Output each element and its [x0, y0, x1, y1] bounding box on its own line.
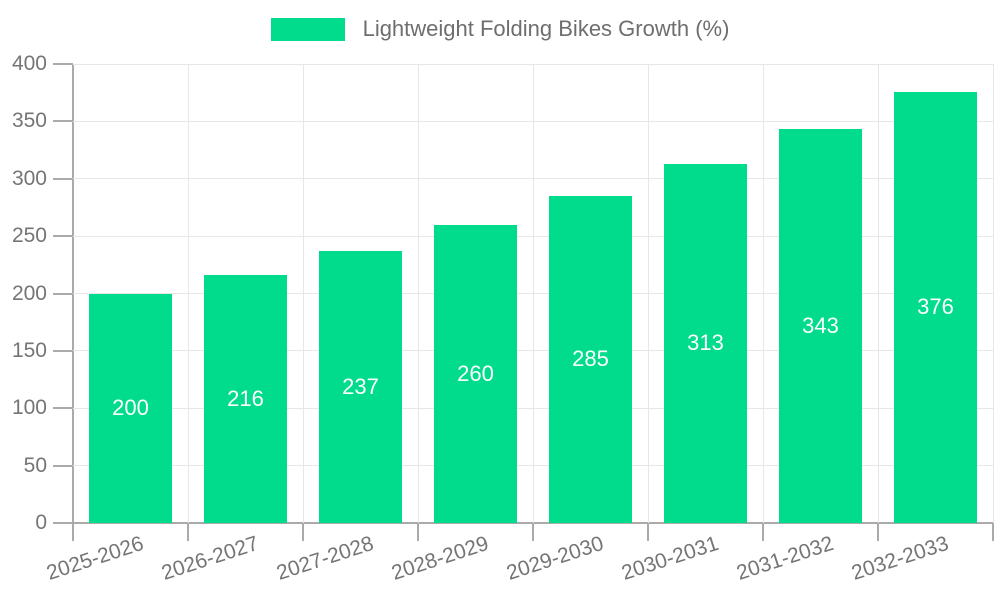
- x-tick: [877, 523, 879, 541]
- y-tick: [53, 522, 73, 524]
- v-gridline: [532, 64, 534, 523]
- bar[interactable]: [434, 224, 517, 523]
- y-tick-label: 50: [23, 453, 47, 477]
- v-gridline: [992, 64, 994, 523]
- bar[interactable]: [779, 129, 862, 523]
- v-gridline: [762, 64, 764, 523]
- y-tick: [53, 63, 73, 65]
- v-gridline: [302, 64, 304, 523]
- v-gridline: [647, 64, 649, 523]
- y-tick: [53, 407, 73, 410]
- legend-label: Lightweight Folding Bikes Growth (%): [362, 16, 730, 41]
- bar-value-label: 260: [457, 360, 494, 386]
- y-tick-label: 300: [11, 166, 47, 190]
- v-gridline: [187, 64, 189, 523]
- y-tick-label: 400: [11, 52, 47, 75]
- y-tick: [53, 292, 73, 295]
- bar[interactable]: [204, 275, 287, 523]
- y-tick-label: 250: [11, 224, 47, 248]
- x-tick: [532, 523, 534, 541]
- x-tick: [302, 523, 304, 541]
- y-tick: [53, 177, 73, 180]
- x-axis-line: [53, 522, 993, 524]
- x-tick: [647, 523, 649, 541]
- x-tick: [992, 523, 994, 541]
- bar-value-label: 200: [112, 395, 149, 421]
- bar-value-label: 237: [342, 374, 379, 400]
- y-tick-label: 150: [11, 338, 47, 362]
- bar-value-label: 285: [572, 346, 609, 372]
- legend-swatch: [270, 17, 345, 41]
- bar[interactable]: [319, 251, 402, 523]
- bar-value-label: 216: [227, 386, 264, 412]
- y-tick-label: 100: [11, 396, 47, 420]
- v-gridline: [417, 64, 419, 523]
- x-tick: [187, 523, 189, 541]
- v-gridline: [877, 64, 879, 523]
- bar-value-label: 313: [687, 330, 724, 356]
- bar-value-label: 343: [802, 313, 839, 339]
- x-tick: [762, 523, 764, 541]
- y-axis-line: [72, 64, 74, 541]
- x-tick: [417, 523, 419, 541]
- y-tick: [53, 235, 73, 238]
- bar[interactable]: [89, 293, 172, 523]
- bar-value-label: 376: [917, 294, 954, 320]
- y-tick-label: 0: [35, 511, 47, 534]
- bar[interactable]: [549, 195, 632, 523]
- bar[interactable]: [894, 91, 977, 523]
- y-tick-label: 200: [11, 281, 47, 305]
- bar[interactable]: [664, 163, 747, 523]
- y-tick: [53, 349, 73, 352]
- y-tick-label: 350: [11, 109, 47, 133]
- y-tick: [53, 464, 73, 467]
- chart-legend[interactable]: Lightweight Folding Bikes Growth (%): [0, 14, 1000, 44]
- y-tick: [53, 120, 73, 123]
